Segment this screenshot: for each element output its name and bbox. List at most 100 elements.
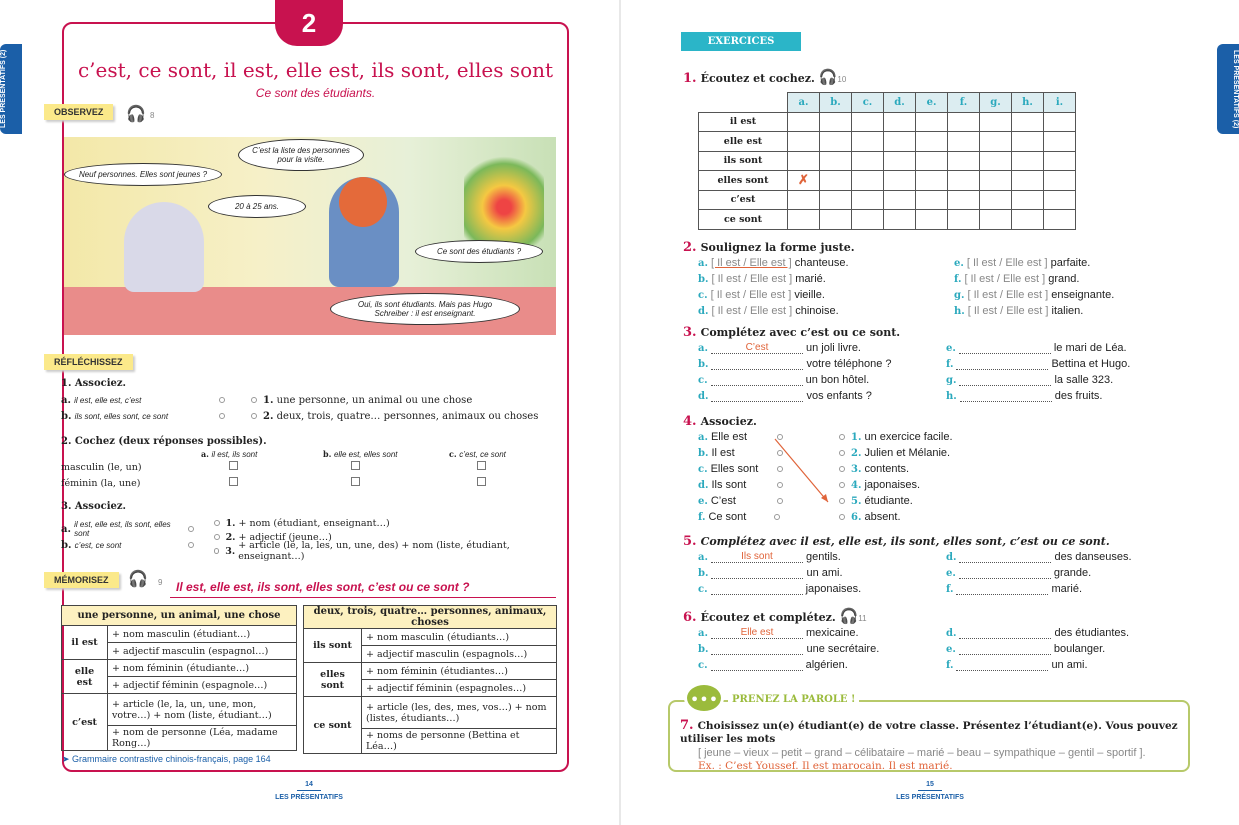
- choice-option[interactable]: [ Il est / Elle est ]: [711, 305, 793, 317]
- answer-blank[interactable]: [959, 391, 1052, 402]
- grid-cell[interactable]: [851, 150, 884, 171]
- match-dot[interactable]: [219, 413, 225, 419]
- answer-blank[interactable]: [711, 359, 804, 370]
- grid-cell[interactable]: [1011, 170, 1044, 191]
- grid-cell[interactable]: [883, 131, 916, 152]
- grid-cell[interactable]: [819, 189, 852, 210]
- grid-cell[interactable]: [979, 209, 1012, 230]
- answer-blank[interactable]: [711, 568, 804, 579]
- match-dot[interactable]: [839, 434, 845, 440]
- checkbox[interactable]: [351, 477, 360, 486]
- grid-cell[interactable]: [787, 209, 820, 230]
- checkbox[interactable]: [351, 461, 360, 470]
- grid-cell[interactable]: [819, 170, 852, 191]
- grid-cell[interactable]: [851, 170, 884, 191]
- grid-cell[interactable]: [1043, 209, 1076, 230]
- checkbox[interactable]: [477, 461, 486, 470]
- answer-blank[interactable]: [959, 375, 1052, 386]
- grid-cell[interactable]: [947, 189, 980, 210]
- match-dot[interactable]: [251, 397, 257, 403]
- headphones-icon[interactable]: 🎧: [818, 68, 838, 86]
- grid-cell[interactable]: [883, 209, 916, 230]
- grid-cell[interactable]: [883, 111, 916, 132]
- match-dot[interactable]: [839, 482, 845, 488]
- choice-option[interactable]: [ Il est / Elle est ]: [710, 289, 792, 301]
- answer-blank[interactable]: [710, 375, 803, 386]
- answer-blank[interactable]: [959, 628, 1052, 639]
- grid-cell[interactable]: [1043, 170, 1076, 191]
- match-dot[interactable]: [219, 397, 225, 403]
- match-dot[interactable]: [251, 413, 257, 419]
- grammar-link[interactable]: ➤ Grammaire contrastive chinois-français…: [62, 754, 271, 764]
- match-dot[interactable]: [839, 498, 845, 504]
- grid-cell[interactable]: [1011, 131, 1044, 152]
- grid-cell[interactable]: ✗: [787, 170, 820, 191]
- match-dot[interactable]: [776, 466, 783, 472]
- answer-blank[interactable]: Ils sont: [710, 551, 803, 563]
- grid-cell[interactable]: [915, 209, 948, 230]
- match-dot[interactable]: [839, 466, 845, 472]
- choice-option[interactable]: [ Il est / Elle est ]: [966, 257, 1048, 269]
- grid-cell[interactable]: [1011, 111, 1044, 132]
- grid-cell[interactable]: [1043, 111, 1076, 132]
- choice-option[interactable]: [ Il est / Elle est ]: [710, 257, 792, 269]
- headphones-icon[interactable]: 🎧: [839, 607, 859, 625]
- grid-cell[interactable]: [979, 131, 1012, 152]
- match-dot[interactable]: [839, 514, 845, 520]
- grid-cell[interactable]: [787, 111, 820, 132]
- answer-blank[interactable]: [956, 359, 1049, 370]
- grid-cell[interactable]: [915, 111, 948, 132]
- match-dot[interactable]: [839, 450, 845, 456]
- grid-cell[interactable]: [915, 150, 948, 171]
- grid-cell[interactable]: [947, 209, 980, 230]
- answer-blank[interactable]: [959, 552, 1052, 563]
- grid-cell[interactable]: [947, 111, 980, 132]
- answer-blank[interactable]: [711, 644, 804, 655]
- grid-cell[interactable]: [819, 150, 852, 171]
- grid-cell[interactable]: [1043, 131, 1076, 152]
- grid-cell[interactable]: [787, 150, 820, 171]
- match-dot[interactable]: [187, 542, 194, 548]
- match-dot[interactable]: [777, 482, 784, 488]
- grid-cell[interactable]: [819, 111, 852, 132]
- answer-blank[interactable]: [958, 644, 1051, 655]
- checkbox[interactable]: [477, 477, 486, 486]
- match-dot[interactable]: [213, 548, 220, 554]
- answer-blank[interactable]: [710, 584, 803, 595]
- grid-cell[interactable]: [915, 189, 948, 210]
- grid-cell[interactable]: [947, 170, 980, 191]
- grid-cell[interactable]: [947, 131, 980, 152]
- choice-option[interactable]: [ Il est / Elle est ]: [967, 305, 1049, 317]
- grid-cell[interactable]: [1043, 150, 1076, 171]
- grid-cell[interactable]: [979, 111, 1012, 132]
- checkbox[interactable]: [229, 461, 238, 470]
- grid-cell[interactable]: [1011, 189, 1044, 210]
- grid-cell[interactable]: [979, 170, 1012, 191]
- choice-option[interactable]: [ Il est / Elle est ]: [711, 273, 793, 285]
- answer-blank[interactable]: [710, 660, 803, 671]
- answer-blank[interactable]: [956, 584, 1049, 595]
- grid-cell[interactable]: [979, 189, 1012, 210]
- match-dot[interactable]: [774, 514, 781, 520]
- headphones-icon[interactable]: 🎧: [128, 569, 148, 588]
- grid-cell[interactable]: [851, 209, 884, 230]
- answer-blank[interactable]: [958, 568, 1051, 579]
- grid-cell[interactable]: [851, 111, 884, 132]
- choice-option[interactable]: [ Il est / Elle est ]: [964, 273, 1046, 285]
- grid-cell[interactable]: [787, 131, 820, 152]
- answer-blank[interactable]: [958, 343, 1051, 354]
- grid-cell[interactable]: [819, 131, 852, 152]
- answer-blank[interactable]: C’est: [710, 342, 803, 354]
- grid-cell[interactable]: [915, 170, 948, 191]
- grid-cell[interactable]: [947, 150, 980, 171]
- grid-cell[interactable]: [1011, 150, 1044, 171]
- headphones-icon[interactable]: 🎧: [126, 104, 146, 123]
- match-dot[interactable]: [213, 534, 220, 540]
- grid-cell[interactable]: [851, 189, 884, 210]
- choice-option[interactable]: [ Il est / Elle est ]: [967, 289, 1049, 301]
- grid-cell[interactable]: [883, 150, 916, 171]
- grid-cell[interactable]: [787, 189, 820, 210]
- answer-blank[interactable]: Elle est: [710, 627, 803, 639]
- grid-cell[interactable]: [883, 189, 916, 210]
- match-dot[interactable]: [213, 520, 220, 526]
